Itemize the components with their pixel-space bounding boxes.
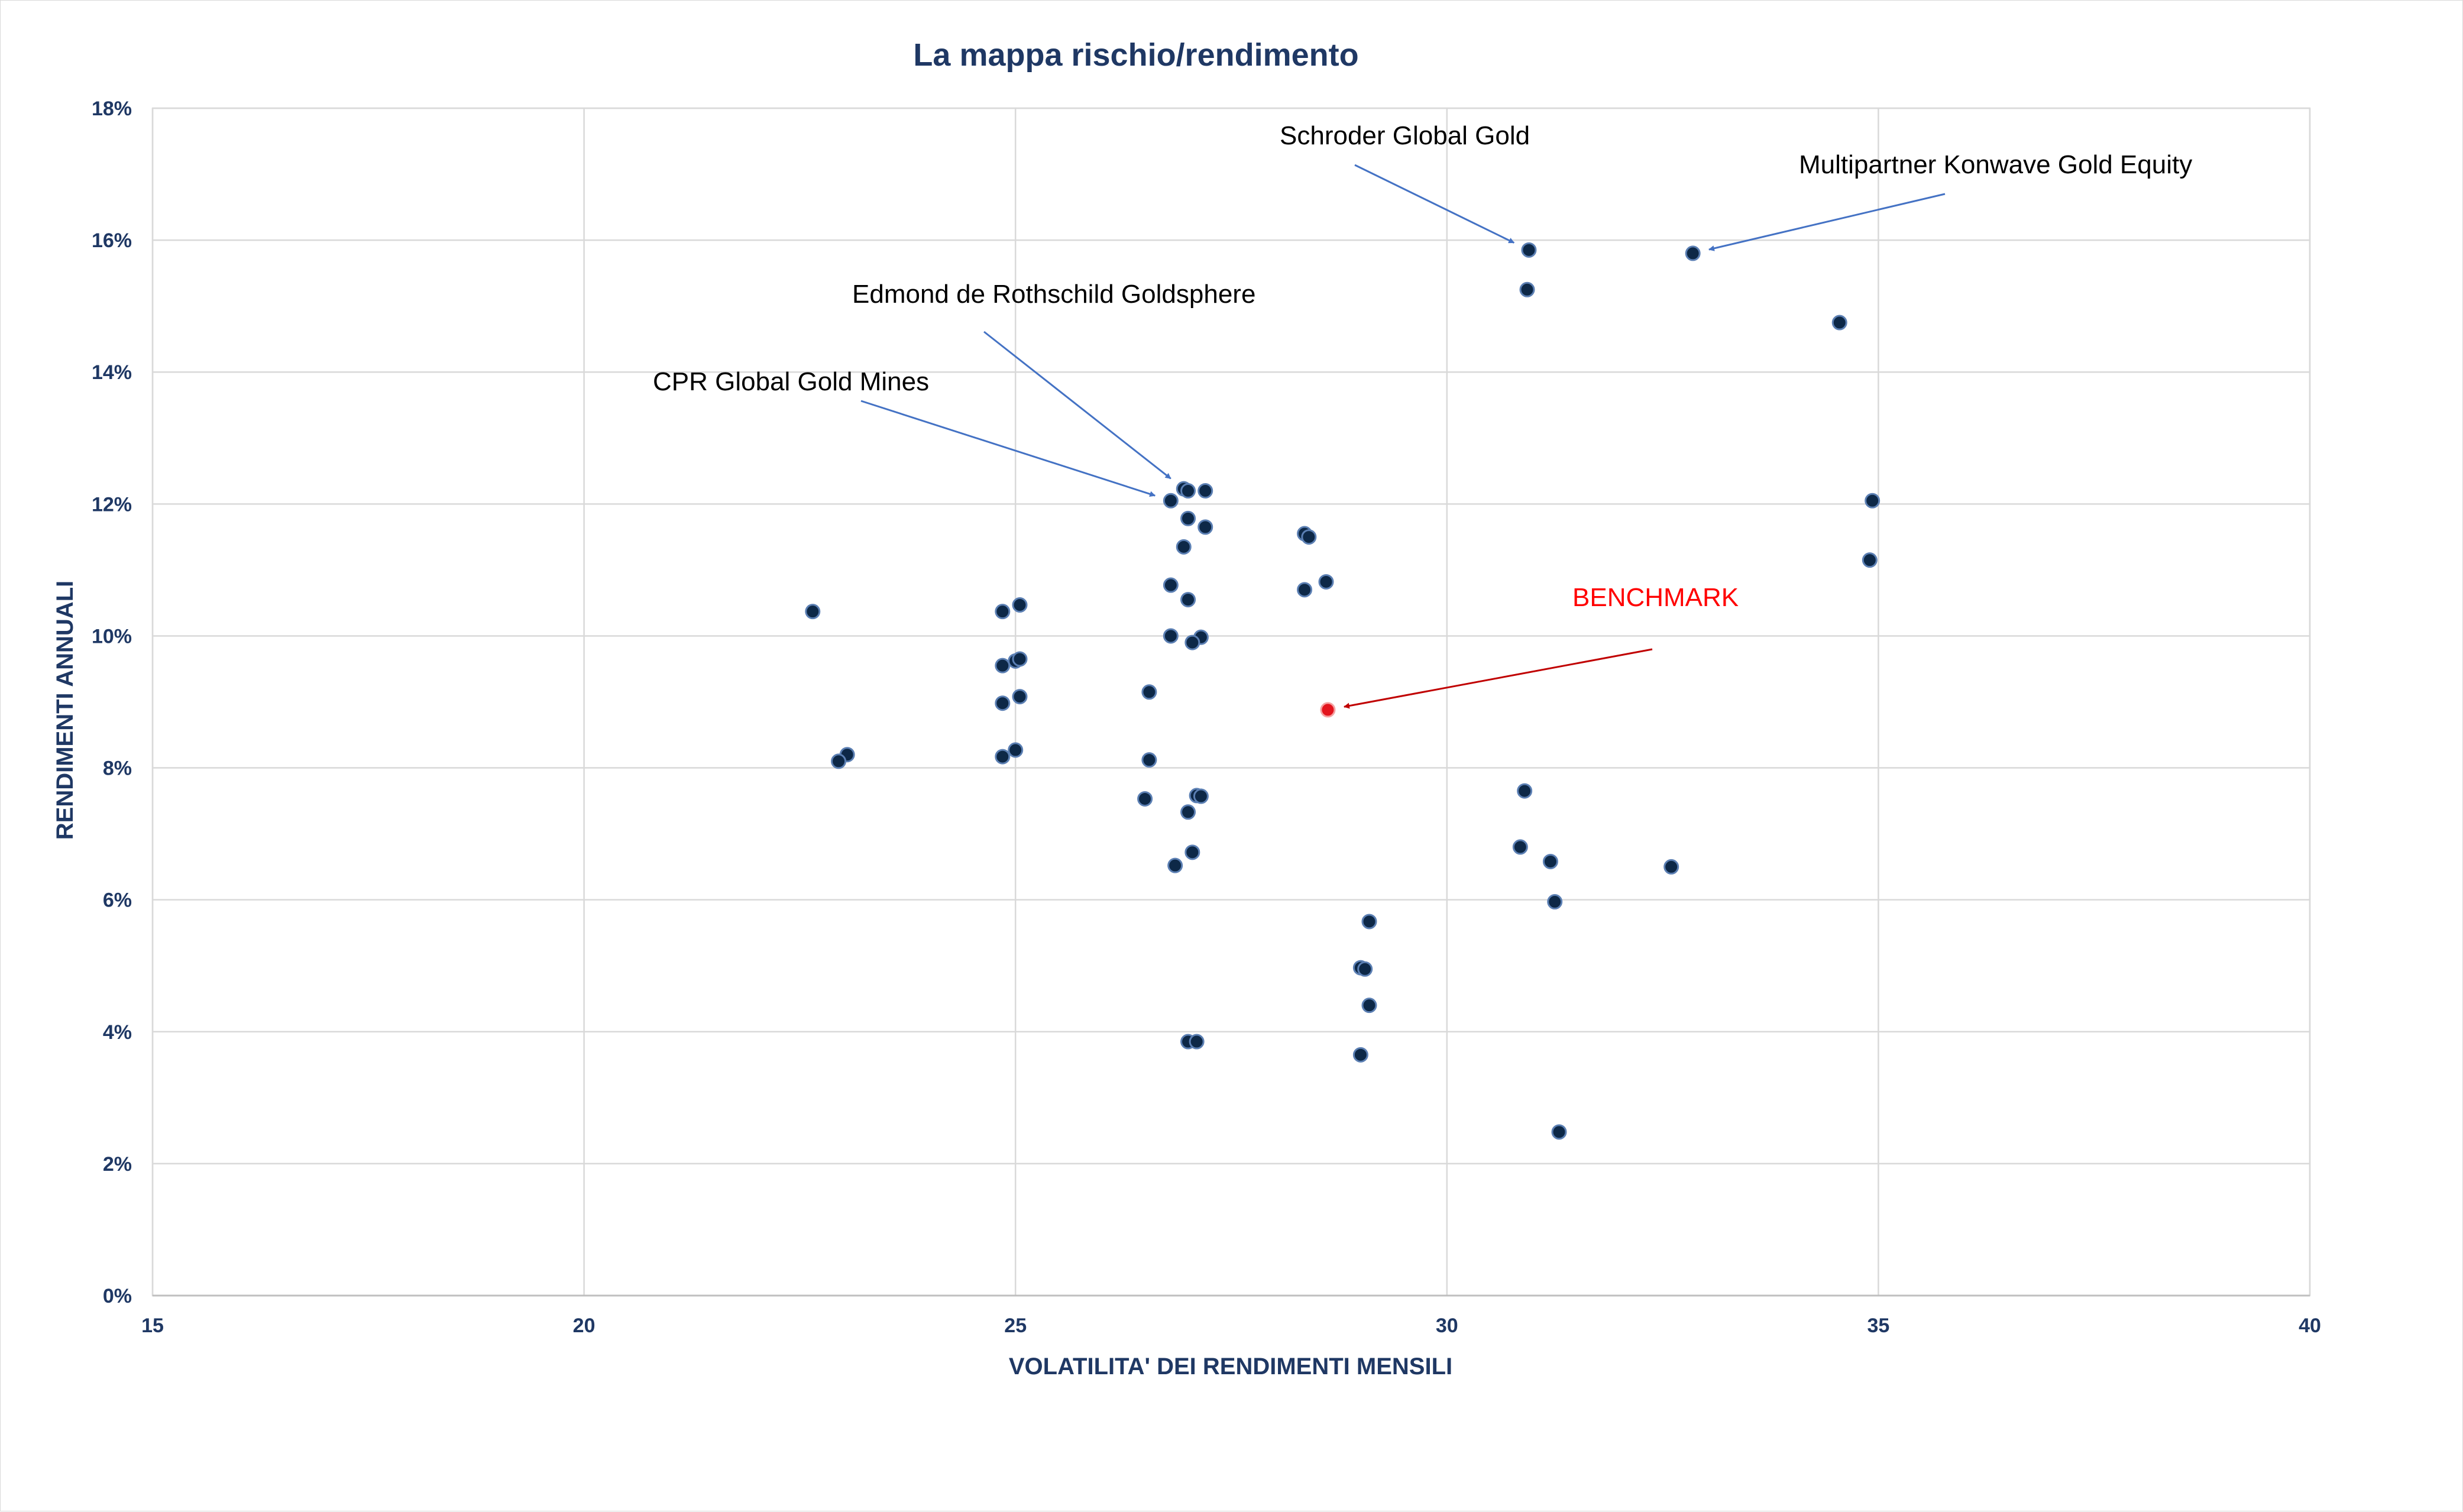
- y-tick-label: 12%: [92, 493, 132, 516]
- fund-point: [1012, 651, 1028, 667]
- fund-point: [1865, 493, 1881, 509]
- fund-point: [1197, 519, 1213, 535]
- fund-point: [1163, 577, 1179, 593]
- fund-point: [1663, 859, 1679, 875]
- x-tick-label: 25: [1004, 1314, 1027, 1337]
- annotation-schroder-global-gold: Schroder Global Gold: [1280, 121, 1530, 150]
- fund-point: [1685, 245, 1701, 261]
- fund-point: [1012, 597, 1028, 613]
- x-tick-label: 40: [2299, 1314, 2321, 1337]
- annotation-multipartner-konwave: Multipartner Konwave Gold Equity: [1799, 150, 2192, 179]
- fund-point: [1180, 592, 1196, 608]
- y-tick-label: 8%: [103, 757, 132, 780]
- y-tick-label: 18%: [92, 98, 132, 120]
- fund-point: [805, 604, 821, 620]
- annotation-arrow: [860, 400, 1156, 497]
- fund-point: [1184, 844, 1200, 860]
- annotation-arrows: [860, 164, 1946, 709]
- fund-point: [1180, 510, 1196, 526]
- y-tick-label: 16%: [92, 229, 132, 252]
- y-tick-label: 10%: [92, 625, 132, 647]
- fund-point: [1542, 853, 1558, 869]
- fund-point: [1361, 998, 1377, 1014]
- fund-point: [1517, 783, 1533, 799]
- annotation-cpr-global-gold-mines: CPR Global Gold Mines: [653, 367, 929, 396]
- annotation-arrow: [983, 331, 1171, 480]
- fund-point: [1357, 961, 1373, 977]
- x-tick-label: 15: [141, 1314, 164, 1337]
- y-tick-label: 4%: [103, 1021, 132, 1044]
- fund-point: [1180, 804, 1196, 820]
- fund-point: [995, 695, 1011, 711]
- chart-title: La mappa rischio/rendimento: [913, 37, 1358, 73]
- fund-point: [1141, 752, 1157, 768]
- annotation-arrow: [1343, 648, 1653, 709]
- fund-point: [1831, 315, 1847, 331]
- fund-point: [1163, 493, 1179, 509]
- annotation-arrow: [1354, 164, 1515, 244]
- x-tick-label: 30: [1436, 1314, 1458, 1337]
- annotation-edmond-de-rothschild: Edmond de Rothschild Goldsphere: [852, 280, 1255, 309]
- y-tick-label: 14%: [92, 361, 132, 384]
- fund-point: [1352, 1047, 1368, 1063]
- fund-point: [1180, 483, 1196, 499]
- x-axis-ticks: 15 20 25 30 35 40: [141, 1314, 2321, 1337]
- y-tick-label: 0%: [103, 1285, 132, 1307]
- fund-point: [995, 604, 1011, 620]
- x-tick-label: 20: [573, 1314, 595, 1337]
- fund-point: [995, 749, 1011, 765]
- fund-point: [1318, 574, 1334, 590]
- fund-point: [1163, 628, 1179, 644]
- fund-point: [1141, 684, 1157, 700]
- fund-point: [1184, 634, 1200, 650]
- fund-point: [995, 658, 1011, 674]
- data-points: [805, 242, 1881, 1140]
- fund-point: [1519, 281, 1535, 297]
- fund-point: [1547, 894, 1563, 910]
- x-tick-label: 35: [1867, 1314, 1889, 1337]
- benchmark-point: [1320, 702, 1336, 718]
- fund-point: [1301, 529, 1317, 545]
- fund-point: [1008, 742, 1024, 758]
- y-tick-label: 6%: [103, 889, 132, 912]
- fund-point: [1361, 914, 1377, 930]
- fund-point: [1137, 791, 1153, 807]
- fund-point: [1176, 539, 1192, 555]
- fund-point: [1297, 582, 1313, 598]
- fund-point: [831, 753, 847, 769]
- fund-point: [1167, 857, 1183, 873]
- fund-point: [1012, 689, 1028, 705]
- y-axis-ticks: 0% 2% 4% 6% 8% 10% 12% 14% 16% 18%: [92, 98, 132, 1307]
- fund-point: [1521, 242, 1537, 258]
- fund-point: [1189, 1034, 1205, 1050]
- annotation-arrow: [1708, 193, 1946, 251]
- y-axis-label: RENDIMENTI ANNUALI: [52, 581, 78, 840]
- fund-point: [1551, 1124, 1567, 1140]
- fund-point: [1862, 552, 1878, 568]
- y-tick-label: 2%: [103, 1153, 132, 1176]
- annotation-benchmark: BENCHMARK: [1572, 583, 1739, 612]
- x-axis-label: VOLATILITA' DEI RENDIMENTI MENSILI: [1009, 1354, 1452, 1380]
- fund-point: [1512, 839, 1528, 855]
- fund-point: [1193, 788, 1209, 804]
- fund-point: [1197, 483, 1213, 499]
